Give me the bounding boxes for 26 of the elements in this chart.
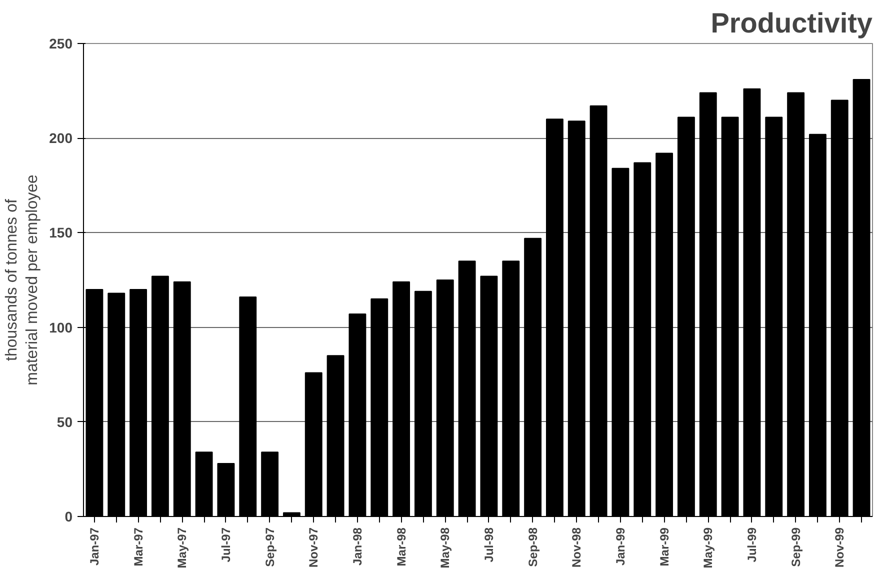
x-tick-label: Nov-97	[306, 527, 321, 568]
x-tick-label: Mar-98	[394, 527, 408, 566]
y-tick-label: 0	[64, 508, 73, 524]
y-tick-label: 200	[49, 130, 73, 146]
y-axis-title: thousands of tonnes of material moved per employee	[4, 174, 42, 386]
x-tick-label: Mar-99	[657, 527, 672, 566]
x-tick-label: May-99	[701, 527, 716, 568]
y-tick-label: 250	[49, 36, 73, 52]
x-tick-label: May-98	[438, 527, 452, 568]
x-tick-label: Jan-97	[87, 527, 102, 566]
y-tick-label: 100	[49, 319, 73, 336]
x-tick-label: Jan-99	[613, 527, 628, 566]
x-tick-label: Jul-97	[218, 527, 233, 562]
x-tick-label: Mar-97	[131, 527, 146, 566]
x-tick-label: Nov-98	[570, 527, 584, 568]
x-tick-label: Jul-98	[482, 527, 496, 562]
y-tick-label: 150	[49, 224, 73, 241]
x-tick-label: Jul-99	[744, 527, 759, 562]
x-tick-label: Jan-98	[350, 527, 364, 566]
chart-title: Productivity	[710, 8, 873, 38]
x-tick-label: Nov-99	[832, 527, 847, 568]
x-tick-label: Sep-98	[526, 527, 540, 567]
x-tick-label: May-97	[175, 527, 190, 568]
x-tick-label: Sep-99	[788, 527, 803, 567]
x-tick-label: Sep-97	[262, 527, 277, 567]
y-tick-label: 50	[56, 414, 73, 430]
